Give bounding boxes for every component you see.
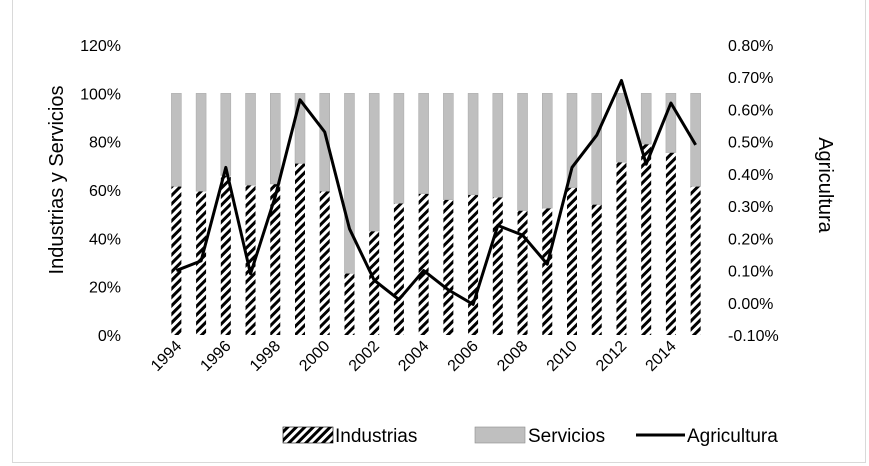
y-right-tick-label: 0.80% (728, 38, 773, 55)
x-tick-label: 1998 (247, 338, 284, 375)
bar-industrias (393, 203, 404, 335)
x-tick-label: 1996 (197, 338, 234, 375)
bar-servicios (566, 93, 578, 188)
y-right-tick-label: 0.50% (728, 135, 773, 152)
bar-servicios (245, 93, 256, 186)
bar-industrias (542, 208, 553, 335)
y-left-tick-label: 80% (89, 135, 121, 152)
bar-servicios (492, 93, 504, 198)
bar-industrias (641, 144, 652, 335)
x-tick-label: 1994 (148, 338, 185, 375)
bar-industrias (591, 204, 602, 335)
y-right-tick-label: 0.30% (728, 199, 773, 216)
y-right-axis-title: Agricultura (814, 137, 836, 233)
bar-industrias (517, 210, 528, 335)
bar-servicios (640, 93, 652, 145)
bar-servicios (294, 93, 306, 164)
x-tick-label: 2008 (494, 338, 531, 375)
bar-servicios (591, 93, 602, 205)
bar-industrias (567, 187, 577, 335)
bar-servicios (368, 93, 380, 232)
legend-swatch-servicios (474, 426, 526, 444)
bar-industrias (443, 199, 454, 335)
bar-industrias (344, 273, 355, 335)
chart-frame (12, 0, 866, 463)
y-right-tick-label: 0.00% (728, 296, 773, 313)
bar-industrias (418, 193, 429, 335)
bar-servicios (393, 93, 405, 204)
y-right-tick-label: -0.10% (728, 328, 779, 345)
bar-servicios (443, 93, 454, 200)
bar-servicios (418, 93, 429, 194)
bar-industrias (196, 191, 207, 335)
bar-industrias (468, 194, 479, 335)
x-tick-label: 2006 (445, 338, 482, 375)
bar-industrias (295, 163, 305, 335)
x-tick-label: 2012 (593, 338, 630, 375)
line-agricultura (175, 78, 697, 306)
x-tick-label: 2004 (395, 338, 432, 375)
y-left-axis-title: Industrias y Servicios (46, 86, 68, 275)
bar-servicios (616, 93, 627, 163)
y-left-tick-label: 100% (80, 86, 121, 103)
legend: Industrias Servicios Agricultura (282, 426, 778, 447)
bar-industrias (369, 231, 380, 335)
bar-servicios (690, 93, 701, 187)
bar-industrias (319, 191, 330, 335)
bar-industrias (665, 152, 676, 335)
bar-servicios (195, 93, 207, 192)
y-right-tick-label: 0.20% (728, 231, 773, 248)
bar-servicios (467, 93, 479, 196)
y-right-tick-label: 0.10% (728, 264, 773, 281)
bar-servicios (270, 93, 281, 185)
bar-industrias (492, 197, 503, 335)
x-tick-label: 2002 (346, 338, 383, 375)
legend-label-servicios: Servicios (528, 426, 605, 447)
legend-swatch-industrias (282, 426, 334, 444)
x-tick-label: 2014 (643, 338, 680, 375)
y-right-tick-label: 0.70% (728, 70, 773, 87)
bar-servicios (319, 93, 330, 192)
y-left-tick-label: 60% (89, 183, 121, 200)
bar-industrias (690, 186, 701, 335)
bar-servicios (171, 93, 182, 187)
legend-label-agricultura: Agricultura (687, 426, 778, 447)
y-right-tick-label: 0.40% (728, 167, 773, 184)
bar-servicios (344, 93, 355, 274)
x-tick-label: 2000 (296, 338, 333, 375)
bar-industrias (171, 186, 182, 335)
y-left-tick-label: 0% (98, 328, 121, 345)
bar-servicios (665, 93, 677, 153)
y-left-tick-label: 40% (89, 231, 121, 248)
y-left-tick-label: 20% (89, 280, 121, 297)
bar-servicios (220, 93, 232, 176)
bar-industrias (245, 185, 256, 335)
y-right-tick-label: 0.60% (728, 102, 773, 119)
legend-label-industrias: Industrias (335, 426, 417, 447)
bar-industrias (220, 175, 231, 335)
bar-servicios (517, 93, 528, 211)
x-tick-label: 2010 (544, 338, 581, 375)
bar-industrias (616, 162, 627, 335)
y-left-tick-label: 120% (80, 38, 121, 55)
bar-industrias (270, 183, 281, 335)
bar-servicios (542, 93, 553, 209)
